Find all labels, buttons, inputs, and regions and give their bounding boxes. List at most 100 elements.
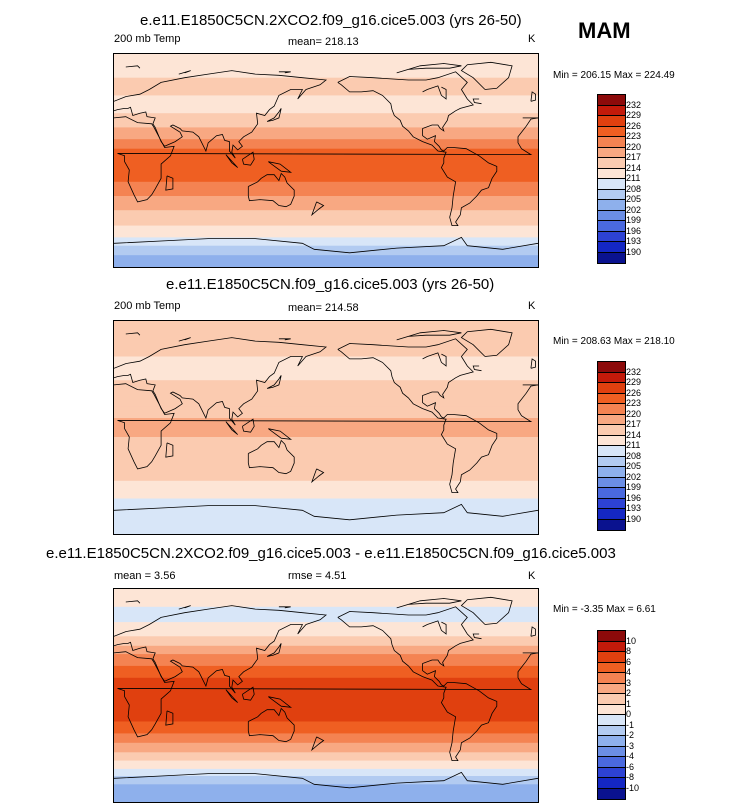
colorbar-box bbox=[598, 652, 625, 663]
colorbar-tick-label: 196 bbox=[626, 225, 642, 236]
colorbar-box bbox=[598, 778, 625, 789]
panel-2-map bbox=[113, 320, 539, 535]
field-band bbox=[114, 237, 538, 247]
colorbar-tick-label: 214 bbox=[626, 429, 642, 440]
colorbar-tick-label: 190 bbox=[626, 513, 642, 524]
coastline bbox=[422, 85, 447, 100]
coastline bbox=[242, 686, 255, 701]
field-band bbox=[114, 721, 538, 734]
panel-3-minmax: Min = -3.35 Max = 6.61 bbox=[553, 604, 656, 615]
colorbar-tick-label: 223 bbox=[626, 131, 642, 141]
colorbar-tick-label: 190 bbox=[626, 246, 642, 257]
field-band bbox=[114, 172, 538, 183]
coastline bbox=[268, 428, 293, 440]
colorbar-tick-label: 0 bbox=[626, 709, 632, 719]
coastline bbox=[114, 383, 538, 470]
coastline bbox=[225, 689, 238, 703]
coastline bbox=[247, 439, 295, 475]
coastline bbox=[114, 236, 538, 254]
colorbar-box bbox=[598, 383, 625, 394]
field-band bbox=[114, 742, 538, 753]
panel-1-variable-label: 200 mb Temp bbox=[114, 33, 181, 45]
coastline bbox=[125, 65, 141, 69]
colorbar-box bbox=[598, 788, 625, 799]
field-band bbox=[114, 181, 538, 197]
coastline bbox=[460, 61, 513, 90]
colorbar-box bbox=[598, 704, 625, 715]
field-band bbox=[114, 139, 538, 150]
coastline bbox=[242, 151, 255, 166]
coastline bbox=[422, 620, 447, 635]
colorbar-tick-label: -4 bbox=[626, 751, 635, 761]
field-band bbox=[114, 622, 538, 637]
coastline bbox=[114, 503, 538, 521]
colorbar-box bbox=[598, 467, 625, 478]
colorbar-tick-label: -2 bbox=[626, 730, 635, 740]
colorbar-tick-label: 226 bbox=[626, 387, 642, 398]
colorbar-tick-label: 232 bbox=[626, 99, 642, 110]
coastline bbox=[125, 332, 141, 336]
field-band bbox=[114, 225, 538, 238]
field-band bbox=[114, 760, 538, 770]
coastline bbox=[396, 598, 462, 609]
colorbar-box bbox=[598, 683, 625, 694]
panel-2-variable-label: 200 mb Temp bbox=[114, 300, 181, 312]
panel-3-rmse-label: rmse = 4.51 bbox=[288, 570, 347, 582]
coastline bbox=[460, 596, 513, 625]
colorbar-box bbox=[598, 488, 625, 499]
colorbar-box bbox=[598, 242, 625, 253]
colorbar-box bbox=[598, 715, 625, 726]
field-band bbox=[114, 677, 538, 711]
field-band bbox=[114, 356, 538, 381]
colorbar-box bbox=[598, 221, 625, 232]
field-band bbox=[114, 148, 538, 173]
colorbar-tick-label: 232 bbox=[626, 366, 642, 377]
colorbar-box bbox=[598, 147, 625, 158]
coastline bbox=[247, 172, 295, 208]
colorbar-box bbox=[598, 252, 625, 263]
coastline bbox=[472, 98, 482, 105]
colorbar-box bbox=[598, 372, 625, 383]
coastline bbox=[278, 71, 291, 74]
colorbar-tick-label: -6 bbox=[626, 761, 635, 772]
panel-2-mean-label: mean= 214.58 bbox=[288, 302, 359, 314]
panel-3-unit-label: K bbox=[528, 570, 536, 582]
colorbar-box bbox=[598, 425, 625, 436]
field-band bbox=[114, 255, 538, 267]
colorbar-tick-label: 4 bbox=[626, 667, 632, 677]
coastline bbox=[530, 358, 537, 369]
colorbar-tick-label: 208 bbox=[626, 183, 642, 194]
colorbar-box bbox=[598, 509, 625, 520]
coastline bbox=[472, 633, 482, 640]
colorbar-tick-label: 193 bbox=[626, 503, 642, 513]
colorbar-tick-label: 8 bbox=[626, 646, 632, 656]
coastline bbox=[114, 337, 328, 426]
colorbar-box bbox=[598, 435, 625, 446]
coastline bbox=[396, 330, 462, 341]
colorbar-box bbox=[598, 200, 625, 211]
coastline bbox=[460, 328, 513, 357]
colorbar-box bbox=[598, 362, 625, 373]
coastline bbox=[396, 63, 462, 74]
panel-1-title: e.e11.E1850C5CN.2XCO2.f09_g16.cice5.003 … bbox=[140, 12, 522, 29]
coastline bbox=[114, 651, 538, 738]
colorbar-box bbox=[598, 231, 625, 242]
field-band bbox=[114, 654, 538, 667]
colorbar-box bbox=[598, 498, 625, 509]
field-band bbox=[114, 636, 538, 647]
colorbar-tick-label: 10 bbox=[626, 635, 637, 646]
colorbar-box bbox=[598, 189, 625, 200]
coastline bbox=[225, 154, 238, 168]
coastline bbox=[114, 771, 538, 789]
field-band bbox=[114, 380, 538, 393]
colorbar-tick-label: 208 bbox=[626, 450, 642, 461]
coastline bbox=[242, 418, 255, 433]
field-band bbox=[114, 77, 538, 96]
coastline bbox=[165, 710, 174, 726]
colorbar-tick-label: 211 bbox=[626, 173, 641, 183]
coastline bbox=[114, 116, 538, 203]
colorbar-box bbox=[598, 179, 625, 190]
colorbar-tick-label: 3 bbox=[626, 677, 632, 688]
panel-3-mean-label: mean = 3.56 bbox=[114, 570, 176, 582]
colorbar-tick-label: 229 bbox=[626, 110, 642, 120]
